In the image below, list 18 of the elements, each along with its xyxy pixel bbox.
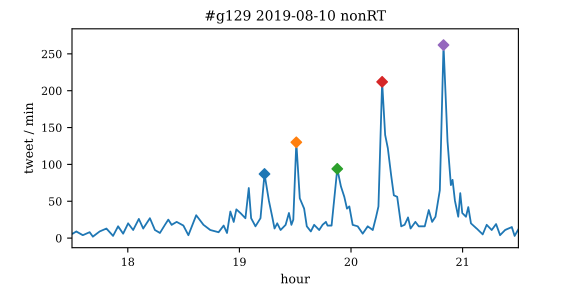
y-tick-label: 50 (49, 197, 62, 206)
point (290, 136, 302, 148)
point (438, 39, 450, 51)
point (331, 162, 344, 175)
point (376, 76, 388, 88)
y-tick-label: 100 (42, 160, 62, 169)
y-tick-label: 150 (42, 124, 62, 132)
chart-title: #g129 2019-08-10 nonRT (205, 10, 386, 24)
point (258, 168, 270, 180)
x-axis-title: hour (280, 274, 310, 284)
y-axis-title: tweet / min (24, 102, 34, 174)
y-tick-label: 0 (56, 234, 62, 242)
x-tick-label: 18 (122, 258, 134, 266)
x-tick-label: 20 (344, 258, 358, 266)
x-tick-label: 19 (234, 258, 246, 266)
y-tick-label: 200 (42, 86, 62, 96)
y-tick-label: 250 (42, 50, 62, 58)
x-tick-label: 21 (456, 258, 468, 266)
